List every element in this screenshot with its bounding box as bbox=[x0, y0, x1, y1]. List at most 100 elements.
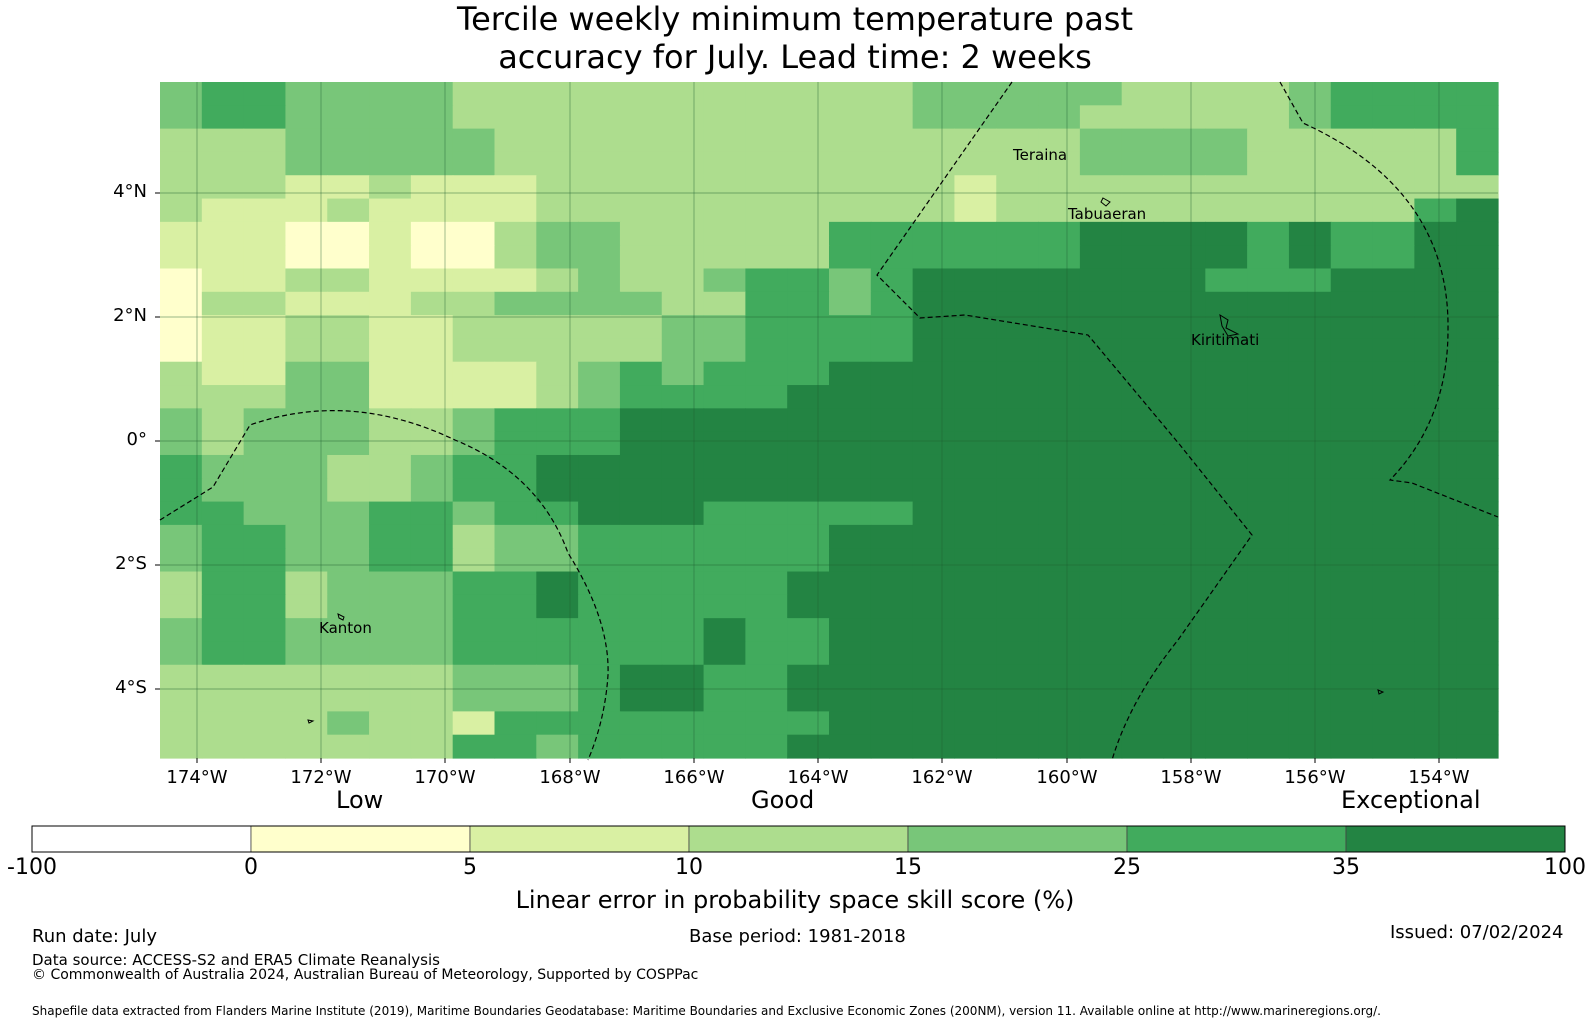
grid-cell bbox=[201, 618, 245, 643]
grid-cell bbox=[285, 128, 328, 153]
grid-cell bbox=[661, 688, 705, 712]
grid-cell bbox=[1247, 82, 1290, 106]
grid-cell bbox=[703, 431, 746, 456]
grid-cell bbox=[996, 594, 1039, 619]
grid-cell bbox=[1038, 385, 1081, 409]
grid-cell bbox=[619, 478, 663, 503]
grid-cell bbox=[954, 524, 997, 549]
grid-cell bbox=[619, 618, 663, 643]
grid-cell bbox=[1288, 641, 1332, 666]
grid-cell bbox=[452, 291, 496, 316]
grid-cell bbox=[1205, 128, 1248, 153]
grid-cell bbox=[1288, 361, 1332, 386]
grid-cell bbox=[327, 221, 370, 246]
grid-cell bbox=[1121, 105, 1165, 130]
lon-label: 156°W bbox=[1284, 767, 1346, 788]
grid-cell bbox=[996, 245, 1039, 270]
grid-cell bbox=[285, 385, 328, 409]
grid-cell bbox=[536, 408, 579, 433]
grid-cell bbox=[745, 478, 788, 503]
grid-cell bbox=[452, 431, 496, 456]
grid-cell bbox=[954, 245, 997, 270]
grid-cell bbox=[745, 105, 788, 130]
grid-cell bbox=[661, 594, 705, 619]
grid-cell bbox=[494, 594, 537, 619]
grid-cell bbox=[1247, 664, 1290, 689]
grid-cell bbox=[1456, 82, 1499, 106]
grid-cell bbox=[1247, 198, 1290, 223]
grid-cell bbox=[327, 105, 370, 130]
grid-cell bbox=[369, 245, 412, 270]
grid-cell bbox=[327, 385, 370, 409]
grid-cell bbox=[578, 664, 621, 689]
grid-cell bbox=[870, 175, 914, 200]
grid-cell bbox=[745, 664, 788, 689]
grid-cell bbox=[829, 641, 872, 666]
grid-cell bbox=[536, 245, 579, 270]
grid-cell bbox=[954, 151, 997, 176]
grid-cell bbox=[1121, 221, 1165, 246]
grid-cell bbox=[1079, 454, 1123, 479]
grid-cell bbox=[1247, 361, 1290, 386]
grid-cell bbox=[1038, 245, 1081, 270]
grid-cell bbox=[1079, 338, 1123, 363]
grid-cell bbox=[1163, 175, 1206, 200]
grid-cell bbox=[578, 385, 621, 409]
grid-cell bbox=[410, 245, 454, 270]
grid-cell bbox=[619, 151, 663, 176]
grid-cell bbox=[285, 478, 328, 503]
grid-cell bbox=[243, 128, 287, 153]
grid-cell bbox=[829, 548, 872, 573]
grid-cell bbox=[1414, 454, 1457, 479]
grid-cell bbox=[536, 711, 579, 736]
grid-cell bbox=[536, 734, 579, 759]
place-label-kiritimati: Kiritimati bbox=[1191, 331, 1260, 349]
grid-cell bbox=[661, 315, 705, 340]
colorbar-tick: 10 bbox=[675, 855, 703, 880]
grid-cell bbox=[285, 618, 328, 643]
grid-cell bbox=[1330, 571, 1374, 596]
grid-cell bbox=[703, 478, 746, 503]
grid-cell bbox=[619, 291, 663, 316]
grid-cell bbox=[536, 82, 579, 106]
grid-cell bbox=[787, 478, 830, 503]
grid-cell bbox=[285, 501, 328, 526]
grid-cell bbox=[1247, 431, 1290, 456]
grid-cell bbox=[954, 128, 997, 153]
grid-cell bbox=[1121, 711, 1165, 736]
grid-cell bbox=[1038, 618, 1081, 643]
grid-cell bbox=[912, 245, 956, 270]
grid-cell bbox=[661, 268, 705, 293]
grid-cell bbox=[1330, 688, 1374, 712]
grid-cell bbox=[1121, 198, 1165, 223]
grid-cell bbox=[787, 431, 830, 456]
grid-cell bbox=[160, 524, 203, 549]
shapefile-credit: Shapefile data extracted from Flanders M… bbox=[32, 1004, 1381, 1018]
grid-cell bbox=[1121, 408, 1165, 433]
grid-cell bbox=[1330, 478, 1374, 503]
grid-cell bbox=[703, 571, 746, 596]
grid-cell bbox=[996, 175, 1039, 200]
grid-cell bbox=[829, 82, 872, 106]
grid-cell bbox=[1163, 128, 1206, 153]
grid-cell bbox=[996, 478, 1039, 503]
grid-cell bbox=[1121, 454, 1165, 479]
grid-cell bbox=[1205, 291, 1248, 316]
grid-cell bbox=[1163, 245, 1206, 270]
grid-cell bbox=[787, 524, 830, 549]
grid-cell bbox=[870, 361, 914, 386]
grid-cell bbox=[243, 478, 287, 503]
grid-cell bbox=[410, 571, 454, 596]
grid-cell bbox=[954, 431, 997, 456]
grid-cell bbox=[1205, 221, 1248, 246]
grid-cell bbox=[1372, 524, 1415, 549]
grid-cell bbox=[494, 688, 537, 712]
grid-cell bbox=[787, 291, 830, 316]
grid-cell bbox=[1121, 664, 1165, 689]
grid-cell bbox=[243, 408, 287, 433]
grid-cell bbox=[1288, 128, 1332, 153]
grid-cell bbox=[1205, 268, 1248, 293]
grid-cell bbox=[1163, 454, 1206, 479]
grid-cell bbox=[410, 175, 454, 200]
grid-cell bbox=[912, 268, 956, 293]
